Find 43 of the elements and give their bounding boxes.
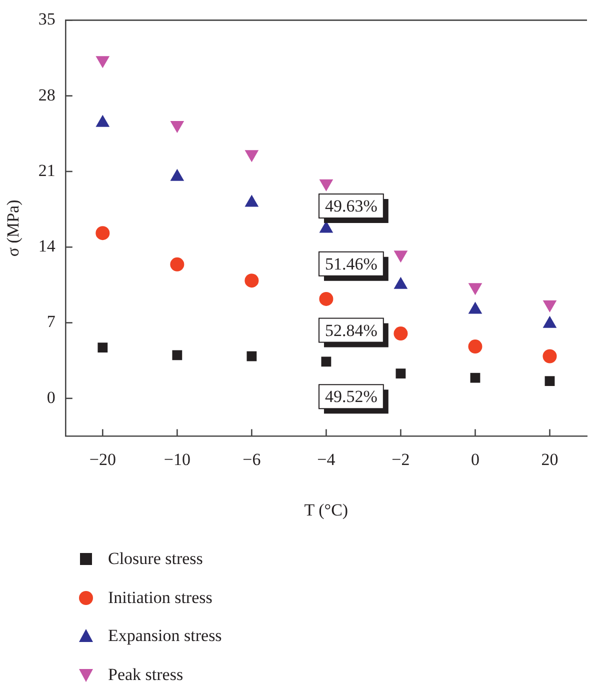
x-tick-label: −4 xyxy=(317,450,336,469)
annotation: 49.52% xyxy=(324,387,378,406)
point xyxy=(96,56,110,68)
x-tick-label: 0 xyxy=(470,450,480,469)
annotation: 49.63% xyxy=(324,196,378,216)
point xyxy=(172,350,182,360)
point xyxy=(321,356,332,367)
point xyxy=(244,274,259,288)
legend-label: Expansion stress xyxy=(108,626,222,646)
annotation: 51.46% xyxy=(324,254,378,274)
y-axis-title: σ (MPa) xyxy=(4,200,23,257)
y-tick-label: 21 xyxy=(38,160,56,180)
legend-label: Initiation stress xyxy=(108,588,212,608)
point xyxy=(396,368,406,378)
point xyxy=(394,250,408,263)
point xyxy=(542,300,557,312)
y-tick-label: 28 xyxy=(38,85,56,104)
y-tick-label: 7 xyxy=(46,312,56,332)
point xyxy=(170,121,184,134)
point xyxy=(544,376,555,386)
point xyxy=(244,150,259,162)
point xyxy=(319,179,334,192)
point xyxy=(170,257,184,272)
x-tick-label: 20 xyxy=(541,450,558,469)
x-tick-label: −10 xyxy=(164,450,190,469)
point xyxy=(96,226,110,240)
point xyxy=(542,349,557,364)
legend-label: Closure stress xyxy=(108,549,203,570)
y-tick-label: 14 xyxy=(38,236,56,256)
y-tick-label: 0 xyxy=(46,388,56,407)
point xyxy=(319,292,334,306)
point xyxy=(98,342,108,353)
annotation: 52.84% xyxy=(324,320,378,340)
point xyxy=(394,326,408,341)
x-axis-title: T (°C) xyxy=(304,500,348,520)
point xyxy=(246,351,257,362)
point xyxy=(470,372,480,383)
x-tick-label: −20 xyxy=(89,450,116,469)
y-tick-label: 35 xyxy=(38,10,56,29)
x-tick-label: −2 xyxy=(392,450,410,469)
legend-label: Peak stress xyxy=(108,664,184,682)
x-tick-label: −6 xyxy=(242,450,261,469)
point xyxy=(468,340,482,354)
